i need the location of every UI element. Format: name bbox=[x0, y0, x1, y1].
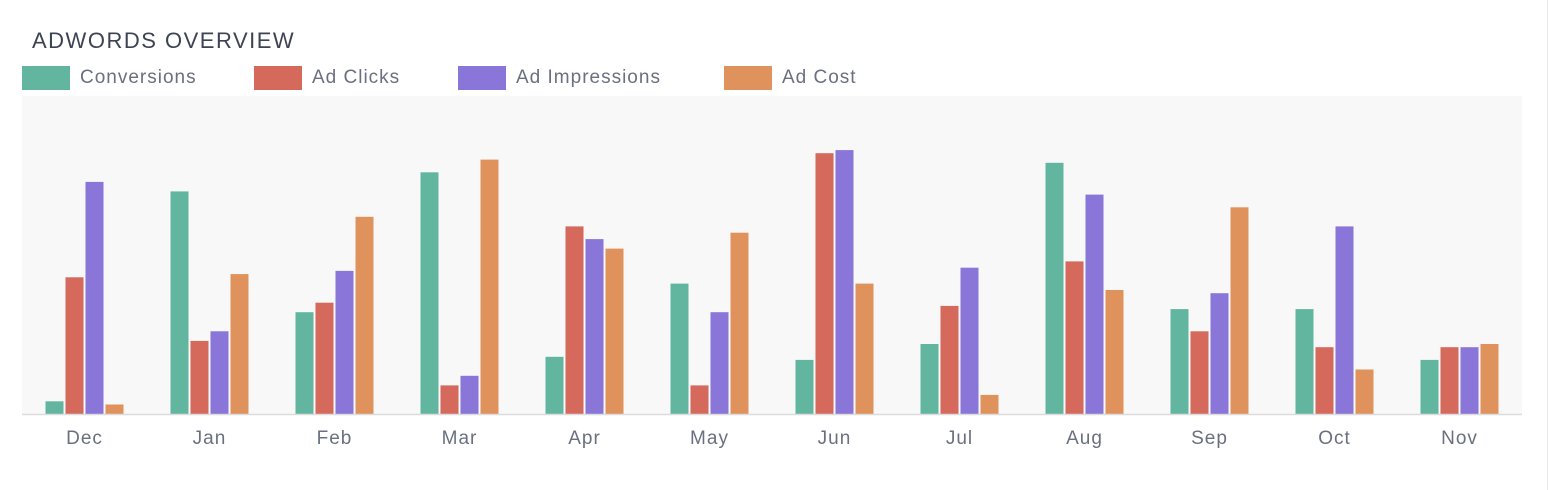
x-tick-label-feb: Feb bbox=[317, 428, 353, 449]
bar-ad-impressions-jan[interactable] bbox=[210, 331, 229, 414]
bar-ad-impressions-aug[interactable] bbox=[1085, 194, 1104, 414]
bar-ad-cost-jul[interactable] bbox=[980, 394, 999, 414]
bar-ad-cost-jun[interactable] bbox=[855, 283, 874, 414]
bar-ad-impressions-jul[interactable] bbox=[960, 267, 979, 414]
bar-conversions-nov[interactable] bbox=[1420, 359, 1439, 414]
bar-ad-impressions-sep[interactable] bbox=[1210, 293, 1229, 414]
bar-ad-impressions-feb[interactable] bbox=[335, 270, 354, 414]
bar-ad-clicks-oct[interactable] bbox=[1315, 347, 1334, 414]
bar-ad-impressions-oct[interactable] bbox=[1335, 226, 1354, 414]
bar-ad-impressions-dec[interactable] bbox=[85, 181, 104, 414]
legend-swatch-ad-cost bbox=[724, 66, 772, 90]
legend-label-ad-cost: Ad Cost bbox=[782, 67, 857, 88]
bar-conversions-oct[interactable] bbox=[1295, 309, 1314, 414]
bar-conversions-mar[interactable] bbox=[420, 172, 439, 414]
bar-ad-cost-apr[interactable] bbox=[605, 248, 624, 414]
bar-ad-clicks-jan[interactable] bbox=[190, 340, 209, 414]
bar-conversions-feb[interactable] bbox=[295, 312, 314, 414]
bar-ad-impressions-nov[interactable] bbox=[1460, 347, 1479, 414]
bar-ad-clicks-mar[interactable] bbox=[440, 385, 459, 414]
x-tick-label-jun: Jun bbox=[818, 428, 852, 449]
x-tick-label-dec: Dec bbox=[66, 428, 103, 449]
chart-title: ADWORDS OVERVIEW bbox=[32, 28, 296, 53]
bars-group bbox=[45, 150, 1499, 415]
bar-ad-impressions-may[interactable] bbox=[710, 312, 729, 414]
x-tick-label-sep: Sep bbox=[1191, 428, 1228, 449]
x-tick-label-mar: Mar bbox=[442, 428, 478, 449]
bar-ad-clicks-dec[interactable] bbox=[65, 277, 84, 414]
bar-ad-cost-feb[interactable] bbox=[355, 216, 374, 414]
legend-label-ad-impressions: Ad Impressions bbox=[516, 67, 661, 88]
bar-ad-clicks-aug[interactable] bbox=[1065, 261, 1084, 414]
x-tick-label-aug: Aug bbox=[1066, 428, 1103, 449]
bar-ad-clicks-nov[interactable] bbox=[1440, 347, 1459, 414]
x-tick-label-oct: Oct bbox=[1318, 428, 1351, 449]
bar-ad-clicks-sep[interactable] bbox=[1190, 331, 1209, 414]
legend-swatch-ad-clicks bbox=[254, 66, 302, 90]
bar-ad-cost-sep[interactable] bbox=[1230, 207, 1249, 414]
bar-conversions-apr[interactable] bbox=[545, 356, 564, 414]
bar-conversions-jun[interactable] bbox=[795, 359, 814, 414]
bar-conversions-may[interactable] bbox=[670, 283, 689, 414]
x-tick-label-nov: Nov bbox=[1441, 428, 1478, 449]
bar-conversions-aug[interactable] bbox=[1045, 162, 1064, 414]
bar-ad-cost-jan[interactable] bbox=[230, 274, 249, 414]
legend-label-conversions: Conversions bbox=[80, 67, 197, 88]
bar-conversions-dec[interactable] bbox=[45, 401, 64, 414]
bar-ad-impressions-mar[interactable] bbox=[460, 375, 479, 414]
legend-label-ad-clicks: Ad Clicks bbox=[312, 67, 401, 88]
bar-ad-cost-oct[interactable] bbox=[1355, 369, 1374, 415]
bar-ad-impressions-jun[interactable] bbox=[835, 150, 854, 414]
x-tick-label-jan: Jan bbox=[193, 428, 227, 449]
bar-conversions-jan[interactable] bbox=[170, 191, 189, 414]
bar-ad-impressions-apr[interactable] bbox=[585, 239, 604, 414]
bar-conversions-jul[interactable] bbox=[920, 344, 939, 414]
bar-ad-clicks-apr[interactable] bbox=[565, 226, 584, 414]
bar-ad-cost-nov[interactable] bbox=[1480, 344, 1499, 414]
x-tick-labels: Dec Jan Feb Mar Apr May Jun Jul Aug Sep Oct Nov bbox=[66, 428, 1478, 449]
bar-ad-clicks-may[interactable] bbox=[690, 385, 709, 414]
bar-ad-cost-dec[interactable] bbox=[105, 404, 124, 415]
x-tick-label-apr: Apr bbox=[568, 428, 601, 449]
bar-ad-clicks-jul[interactable] bbox=[940, 305, 959, 414]
bar-conversions-sep[interactable] bbox=[1170, 309, 1189, 414]
bar-ad-clicks-feb[interactable] bbox=[315, 302, 334, 414]
x-tick-label-jul: Jul bbox=[946, 428, 973, 449]
bar-ad-cost-may[interactable] bbox=[730, 232, 749, 414]
legend-swatch-ad-impressions bbox=[458, 66, 506, 90]
bar-ad-cost-aug[interactable] bbox=[1105, 290, 1124, 414]
x-tick-label-may: May bbox=[690, 428, 729, 449]
plot-area bbox=[22, 96, 1522, 414]
bar-ad-clicks-jun[interactable] bbox=[815, 153, 834, 414]
bar-ad-cost-mar[interactable] bbox=[480, 159, 499, 414]
legend-swatch-conversions bbox=[22, 66, 70, 90]
